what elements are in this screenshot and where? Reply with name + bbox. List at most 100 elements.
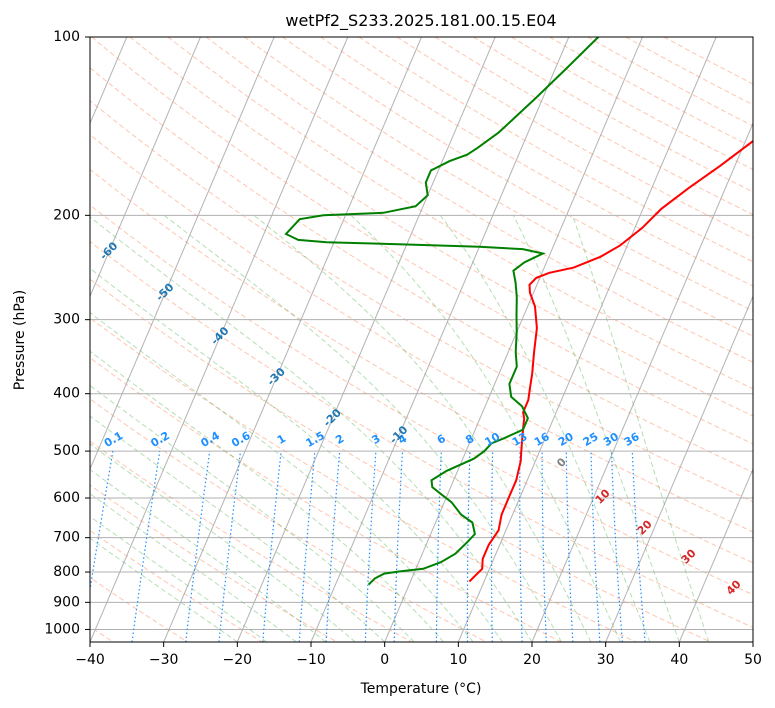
isotherm-label: -30 xyxy=(265,365,288,388)
dry-adiabat-line xyxy=(90,67,753,473)
mixing-ratio-line xyxy=(90,450,114,594)
axes: −40 −30 −20 −10 0 10 20 30 40 5010020030040050060… xyxy=(44,29,762,668)
mixing-ratio-label: 25 xyxy=(581,430,601,449)
dry-adiabat-line xyxy=(90,530,263,642)
y-axis-title: Pressure (hPa) xyxy=(12,290,28,390)
isotherm-label: -50 xyxy=(153,280,176,303)
mixing-ratio-label: 2 xyxy=(333,432,346,447)
isotherm-line xyxy=(605,295,753,642)
moist-adiabat-label: 40 xyxy=(724,577,744,597)
mixing-ratio-label: 20 xyxy=(556,430,576,449)
moist-adiabat-line xyxy=(90,216,533,642)
isotherm-line xyxy=(457,37,717,642)
moist-adiabat-line xyxy=(90,415,386,642)
isotherm-line xyxy=(90,37,201,298)
plot-frame xyxy=(89,36,754,643)
isotherm-label: -20 xyxy=(321,406,344,429)
isotherm-line xyxy=(384,37,643,642)
x-tick-label: 20 xyxy=(523,652,541,668)
temperature-profile-line xyxy=(468,139,753,583)
y-tick-label: 700 xyxy=(53,530,80,546)
dry-adiabat-line xyxy=(90,168,753,564)
isotherm-line xyxy=(163,37,422,642)
y-tick-label: 400 xyxy=(53,386,80,402)
y-tick-label: 200 xyxy=(53,207,80,223)
mixing-ratio-line xyxy=(185,451,211,642)
mixing-ratio-label: 10 xyxy=(483,430,503,449)
moist-adiabat-line xyxy=(512,215,680,642)
x-tick-label: −40 xyxy=(75,652,105,668)
mixing-ratio-line xyxy=(565,451,574,642)
moist-adiabat-line xyxy=(90,267,503,642)
x-tick-label: −30 xyxy=(149,652,179,668)
mixing-ratio-line xyxy=(466,451,471,642)
mixing-ratio-label: 3 xyxy=(369,432,382,447)
y-tick-label: 300 xyxy=(53,312,80,328)
dry-adiabat-line xyxy=(90,484,338,642)
y-tick-label: 900 xyxy=(53,594,80,610)
moist-adiabat-line xyxy=(253,214,592,642)
dry-adiabat-line xyxy=(282,37,753,312)
isotherm-line xyxy=(90,37,275,471)
dry-adiabat-line xyxy=(167,37,753,390)
moist-adiabat-line xyxy=(350,214,621,642)
isotherm-line xyxy=(531,122,753,642)
isotherm-line xyxy=(752,640,753,642)
dry-adiabat-line xyxy=(90,278,711,642)
dry-adiabat-line xyxy=(90,577,188,642)
mixing-ratio-line xyxy=(364,451,377,642)
x-tick-label: −10 xyxy=(296,652,326,668)
dry-adiabat-line xyxy=(90,241,753,629)
dry-adiabat-line xyxy=(91,37,753,445)
isotherm-line xyxy=(678,467,753,642)
y-tick-label: 800 xyxy=(53,564,80,580)
mixing-ratio-label: 8 xyxy=(463,432,476,447)
x-tick-label: 40 xyxy=(670,652,688,668)
dry-adiabat-line xyxy=(587,37,753,127)
x-tick-label: −20 xyxy=(223,652,253,668)
dry-adiabat-line xyxy=(396,37,753,239)
mixing-ratio-line xyxy=(590,451,601,642)
dry-adiabat-line xyxy=(90,440,413,642)
isotherm-label: -40 xyxy=(208,324,231,347)
dry-adiabat-line xyxy=(90,204,753,596)
mixing-ratio-line xyxy=(325,451,341,642)
x-tick-label: 30 xyxy=(597,652,615,668)
plot-area xyxy=(90,37,753,642)
dry-adiabat-line xyxy=(90,317,637,642)
mixing-ratio-line xyxy=(519,451,523,642)
plot-labels: 0.10.20.40.611.52346810131620253036-100-… xyxy=(97,239,744,598)
mixing-ratio-line xyxy=(490,451,494,642)
isotherm-line xyxy=(310,37,570,642)
moist-adiabat-line xyxy=(90,469,327,642)
moist-adiabat-line xyxy=(90,493,297,642)
moist-adiabat-line xyxy=(163,214,562,642)
dry-adiabat-line xyxy=(205,37,753,363)
isotherm-label: -60 xyxy=(97,239,120,262)
mixing-ratio-line xyxy=(131,451,161,642)
mixing-ratio-label: 30 xyxy=(601,430,621,449)
dry-adiabat-line xyxy=(511,37,753,171)
moist-adiabat-line xyxy=(90,515,268,642)
moist-adiabat-line xyxy=(90,350,444,642)
dry-adiabat-line xyxy=(320,37,753,287)
mixing-ratio-line xyxy=(298,451,316,642)
mixing-ratio-label: 0.2 xyxy=(149,429,172,450)
isotherm-line xyxy=(90,37,349,642)
y-tick-label: 600 xyxy=(53,490,80,506)
mixing-ratio-line xyxy=(435,451,442,642)
mixing-ratio-line xyxy=(631,451,646,642)
moist-adiabat-label: 30 xyxy=(679,546,699,566)
x-tick-label: 10 xyxy=(449,652,467,668)
dry-adiabat-line xyxy=(358,37,753,263)
dry-adiabat-line xyxy=(549,37,753,149)
dry-adiabat-line xyxy=(90,398,487,642)
mixing-ratio-label: 6 xyxy=(435,432,448,447)
mixing-ratio-line xyxy=(262,451,282,642)
x-tick-label: 50 xyxy=(744,652,762,668)
y-tick-label: 100 xyxy=(53,29,80,45)
dry-adiabat-line xyxy=(90,357,562,642)
y-tick-label: 500 xyxy=(53,443,80,459)
mixing-ratio-line xyxy=(218,451,242,642)
